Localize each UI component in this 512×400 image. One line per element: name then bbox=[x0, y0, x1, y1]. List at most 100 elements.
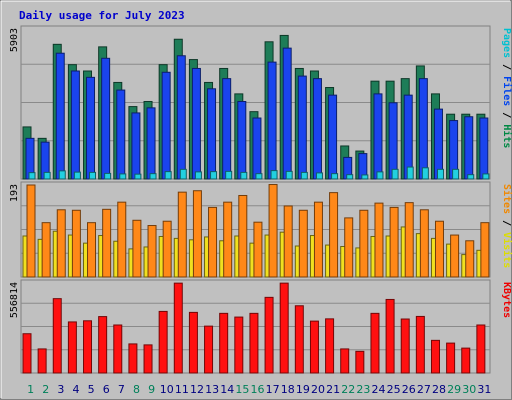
day-label-13: 13 bbox=[205, 383, 219, 396]
day-label-15: 15 bbox=[235, 383, 249, 396]
panel-2-legend: Sites / Visits bbox=[501, 184, 512, 268]
day-label-20: 20 bbox=[311, 383, 325, 396]
bar-files-day-20 bbox=[312, 78, 322, 180]
bar-sites-day-21 bbox=[329, 192, 339, 278]
day-label-26: 26 bbox=[402, 383, 416, 396]
bar-sites-day-12 bbox=[192, 190, 202, 278]
bar-sites-day-17 bbox=[268, 184, 278, 278]
bar-kbytes-day-6 bbox=[98, 316, 108, 374]
bar-sites-day-5 bbox=[87, 222, 97, 278]
day-label-23: 23 bbox=[356, 383, 370, 396]
day-label-27: 27 bbox=[417, 383, 431, 396]
bar-pages-day-1 bbox=[28, 172, 36, 180]
bar-kbytes-day-20 bbox=[309, 320, 319, 374]
bar-files-day-28 bbox=[433, 108, 443, 180]
day-label-24: 24 bbox=[372, 383, 386, 396]
bar-files-day-16 bbox=[252, 117, 262, 180]
day-label-8: 8 bbox=[133, 383, 140, 396]
bar-kbytes-day-7 bbox=[113, 324, 123, 374]
bar-kbytes-day-10 bbox=[158, 310, 168, 374]
legend-hits: Hits bbox=[501, 124, 512, 148]
bar-kbytes-day-3 bbox=[52, 298, 62, 374]
bar-files-day-6 bbox=[101, 57, 111, 180]
bar-kbytes-day-25 bbox=[385, 298, 395, 374]
bar-sites-day-3 bbox=[56, 209, 66, 278]
bar-kbytes-day-28 bbox=[430, 339, 440, 374]
bar-pages-day-30 bbox=[467, 174, 475, 180]
bar-sites-day-19 bbox=[298, 209, 308, 278]
bar-kbytes-day-27 bbox=[415, 315, 425, 374]
bar-kbytes-day-18 bbox=[279, 282, 289, 374]
bar-kbytes-day-29 bbox=[446, 342, 456, 374]
day-label-25: 25 bbox=[387, 383, 401, 396]
bar-files-day-5 bbox=[86, 76, 96, 180]
bar-sites-day-29 bbox=[450, 234, 460, 278]
day-label-30: 30 bbox=[462, 383, 476, 396]
day-label-4: 4 bbox=[72, 383, 79, 396]
day-label-12: 12 bbox=[190, 383, 204, 396]
bar-pages-day-15 bbox=[240, 171, 248, 180]
bar-sites-day-23 bbox=[359, 209, 369, 278]
day-label-16: 16 bbox=[251, 383, 265, 396]
legend-separator: / bbox=[501, 58, 512, 76]
panel-3-legend: KBytes bbox=[501, 282, 512, 318]
bar-pages-day-17 bbox=[270, 170, 278, 180]
bar-kbytes-day-5 bbox=[83, 320, 93, 374]
day-label-17: 17 bbox=[266, 383, 280, 396]
bar-pages-day-7 bbox=[119, 173, 127, 180]
bar-kbytes-day-24 bbox=[370, 312, 380, 374]
panel-3-max-label: 556814 bbox=[9, 282, 20, 318]
bar-files-day-3 bbox=[55, 52, 65, 180]
bar-sites-day-13 bbox=[208, 206, 218, 278]
bar-sites-day-7 bbox=[117, 201, 127, 278]
day-label-21: 21 bbox=[326, 383, 340, 396]
day-label-2: 2 bbox=[42, 383, 49, 396]
day-label-6: 6 bbox=[103, 383, 110, 396]
bar-kbytes-day-12 bbox=[188, 311, 198, 374]
bar-kbytes-day-2 bbox=[37, 348, 47, 374]
bar-kbytes-day-17 bbox=[264, 296, 274, 374]
panel-1-legend: Pages / Files / Hits bbox=[501, 28, 512, 148]
bar-sites-day-20 bbox=[313, 201, 323, 278]
bar-pages-day-8 bbox=[134, 173, 142, 180]
bar-kbytes-day-1 bbox=[22, 333, 32, 374]
bar-sites-day-11 bbox=[177, 191, 187, 278]
bar-sites-day-22 bbox=[344, 217, 354, 278]
bar-pages-day-11 bbox=[179, 168, 187, 180]
bar-pages-day-6 bbox=[104, 172, 112, 180]
bar-pages-day-31 bbox=[482, 173, 490, 180]
bar-kbytes-day-31 bbox=[476, 324, 486, 374]
day-label-18: 18 bbox=[281, 383, 295, 396]
bar-kbytes-day-14 bbox=[219, 312, 229, 374]
bar-pages-day-24 bbox=[376, 171, 384, 180]
bar-pages-day-21 bbox=[331, 173, 339, 180]
bar-sites-day-4 bbox=[71, 209, 81, 278]
day-label-22: 22 bbox=[341, 383, 355, 396]
day-label-5: 5 bbox=[88, 383, 95, 396]
bar-pages-day-25 bbox=[391, 168, 399, 180]
day-label-29: 29 bbox=[447, 383, 461, 396]
day-label-14: 14 bbox=[220, 383, 234, 396]
bar-kbytes-day-15 bbox=[234, 316, 244, 374]
bar-pages-day-19 bbox=[300, 171, 308, 180]
bar-sites-day-15 bbox=[238, 194, 248, 278]
bar-kbytes-day-22 bbox=[340, 348, 350, 374]
bar-files-day-7 bbox=[116, 89, 126, 180]
bar-sites-day-26 bbox=[404, 202, 414, 278]
bar-pages-day-23 bbox=[361, 174, 369, 180]
bar-kbytes-day-23 bbox=[355, 350, 365, 374]
bar-files-day-19 bbox=[297, 75, 307, 180]
bar-pages-day-13 bbox=[210, 171, 218, 180]
bar-files-day-14 bbox=[222, 78, 232, 180]
bar-pages-day-16 bbox=[255, 173, 263, 180]
bar-files-day-18 bbox=[282, 47, 292, 180]
bar-files-day-11 bbox=[176, 55, 186, 180]
day-label-19: 19 bbox=[296, 383, 310, 396]
day-label-11: 11 bbox=[175, 383, 189, 396]
bar-kbytes-day-11 bbox=[173, 282, 183, 374]
legend-files: Files bbox=[501, 76, 512, 106]
bar-files-day-17 bbox=[267, 61, 277, 180]
bar-kbytes-day-13 bbox=[204, 325, 214, 374]
